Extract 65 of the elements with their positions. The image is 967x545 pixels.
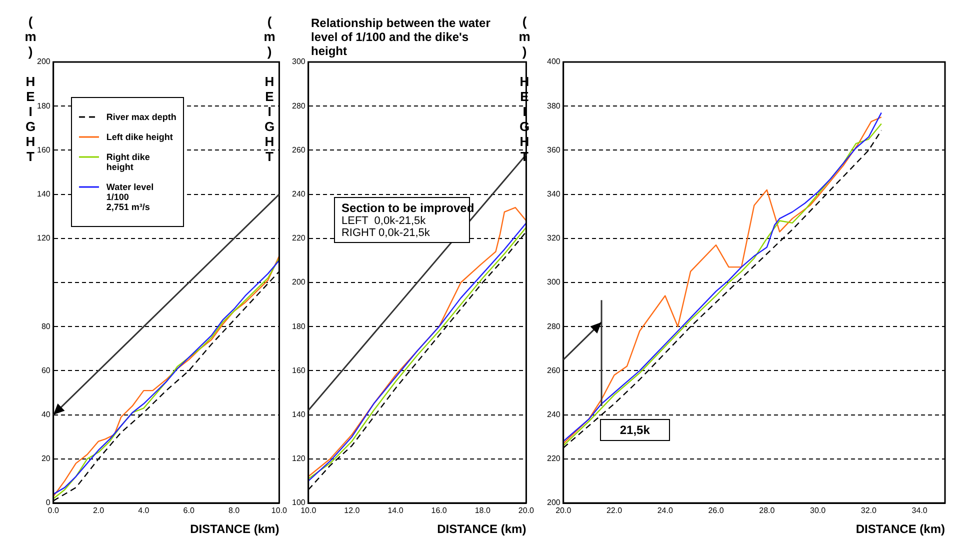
x-tick-label: 14.0 [388, 506, 404, 516]
x-tick-label: 0.0 [48, 506, 60, 516]
y-tick-label: 340 [546, 190, 561, 199]
x-tick-label: 18.0 [474, 506, 491, 516]
y-tick-label: 320 [546, 234, 561, 243]
y-tick-label: 260 [292, 145, 306, 154]
x-tick-label: 8.0 [228, 506, 240, 516]
x-axis-title: DISTANCE (km) [437, 522, 526, 536]
y-tick-label: 0 [46, 498, 51, 508]
y-tick-label: 100 [292, 498, 306, 508]
y-axis-title: (m) HEIGHT [23, 14, 38, 164]
y-tick-label: 240 [546, 410, 561, 420]
x-tick-label: 16.0 [431, 506, 448, 516]
y-tick-label: 160 [36, 145, 51, 154]
y-tick-label: 140 [292, 410, 306, 420]
x-tick-label: 12.0 [344, 506, 360, 516]
y-tick-label: 380 [546, 101, 561, 110]
x-tick-label: 10.0 [271, 506, 288, 516]
y-tick-label: 180 [292, 322, 306, 331]
x-tick-label: 26.0 [708, 506, 724, 516]
x-tick-label: 34.0 [912, 506, 928, 516]
legend-label: River max depth [106, 112, 176, 122]
x-tick-label: 6.0 [183, 506, 195, 516]
annotation: LEFT 0,0k-21,5k [341, 214, 427, 226]
y-tick-label: 180 [36, 101, 51, 110]
chart-title: Relationship between the water level of 1/100 and the dike's height [311, 16, 492, 58]
legend-label: Water level 1/100 2,751 m³/s [106, 182, 155, 212]
y-tick-label: 360 [546, 145, 561, 154]
y-tick-label: 120 [36, 234, 51, 243]
legend-label: Left dike height [106, 132, 173, 142]
y-tick-label: 40 [41, 410, 51, 420]
y-tick-label: 220 [292, 234, 306, 243]
annotation: RIGHT 0,0k-21,5k [341, 226, 431, 238]
y-tick-label: 280 [292, 101, 306, 110]
x-axis-title: DISTANCE (km) [190, 522, 280, 536]
x-tick-label: 22.0 [606, 506, 623, 516]
y-tick-label: 200 [292, 278, 306, 287]
y-tick-label: 260 [546, 366, 561, 375]
x-tick-label: 28.0 [759, 506, 776, 516]
y-tick-label: 300 [292, 57, 306, 66]
y-tick-label: 200 [546, 498, 561, 508]
y-axis-title: (m) HEIGHT [262, 14, 277, 164]
x-tick-label: 30.0 [810, 506, 826, 516]
x-tick-label: 24.0 [657, 506, 674, 516]
x-tick-label: 10.0 [300, 506, 317, 516]
x-tick-label: 4.0 [138, 506, 150, 516]
legend-label: Right dike height [106, 152, 151, 172]
y-tick-label: 280 [546, 322, 561, 331]
y-tick-label: 160 [292, 366, 306, 375]
y-tick-label: 120 [292, 454, 306, 464]
x-axis-title: DISTANCE (km) [856, 522, 945, 536]
x-tick-label: 20.0 [556, 506, 572, 516]
y-tick-label: 60 [41, 366, 51, 375]
annotation: 21,5k [618, 423, 651, 438]
y-tick-label: 400 [546, 57, 561, 66]
x-tick-label: 2.0 [92, 506, 105, 516]
y-tick-label: 80 [41, 322, 51, 331]
y-tick-label: 220 [546, 454, 561, 464]
y-tick-label: 300 [546, 278, 561, 287]
y-tick-label: 140 [36, 190, 51, 199]
x-tick-label: 32.0 [860, 506, 877, 516]
y-tick-label: 240 [292, 190, 306, 199]
y-tick-label: 200 [36, 57, 51, 66]
x-tick-label: 20.0 [518, 506, 535, 516]
y-tick-label: 20 [41, 454, 51, 464]
